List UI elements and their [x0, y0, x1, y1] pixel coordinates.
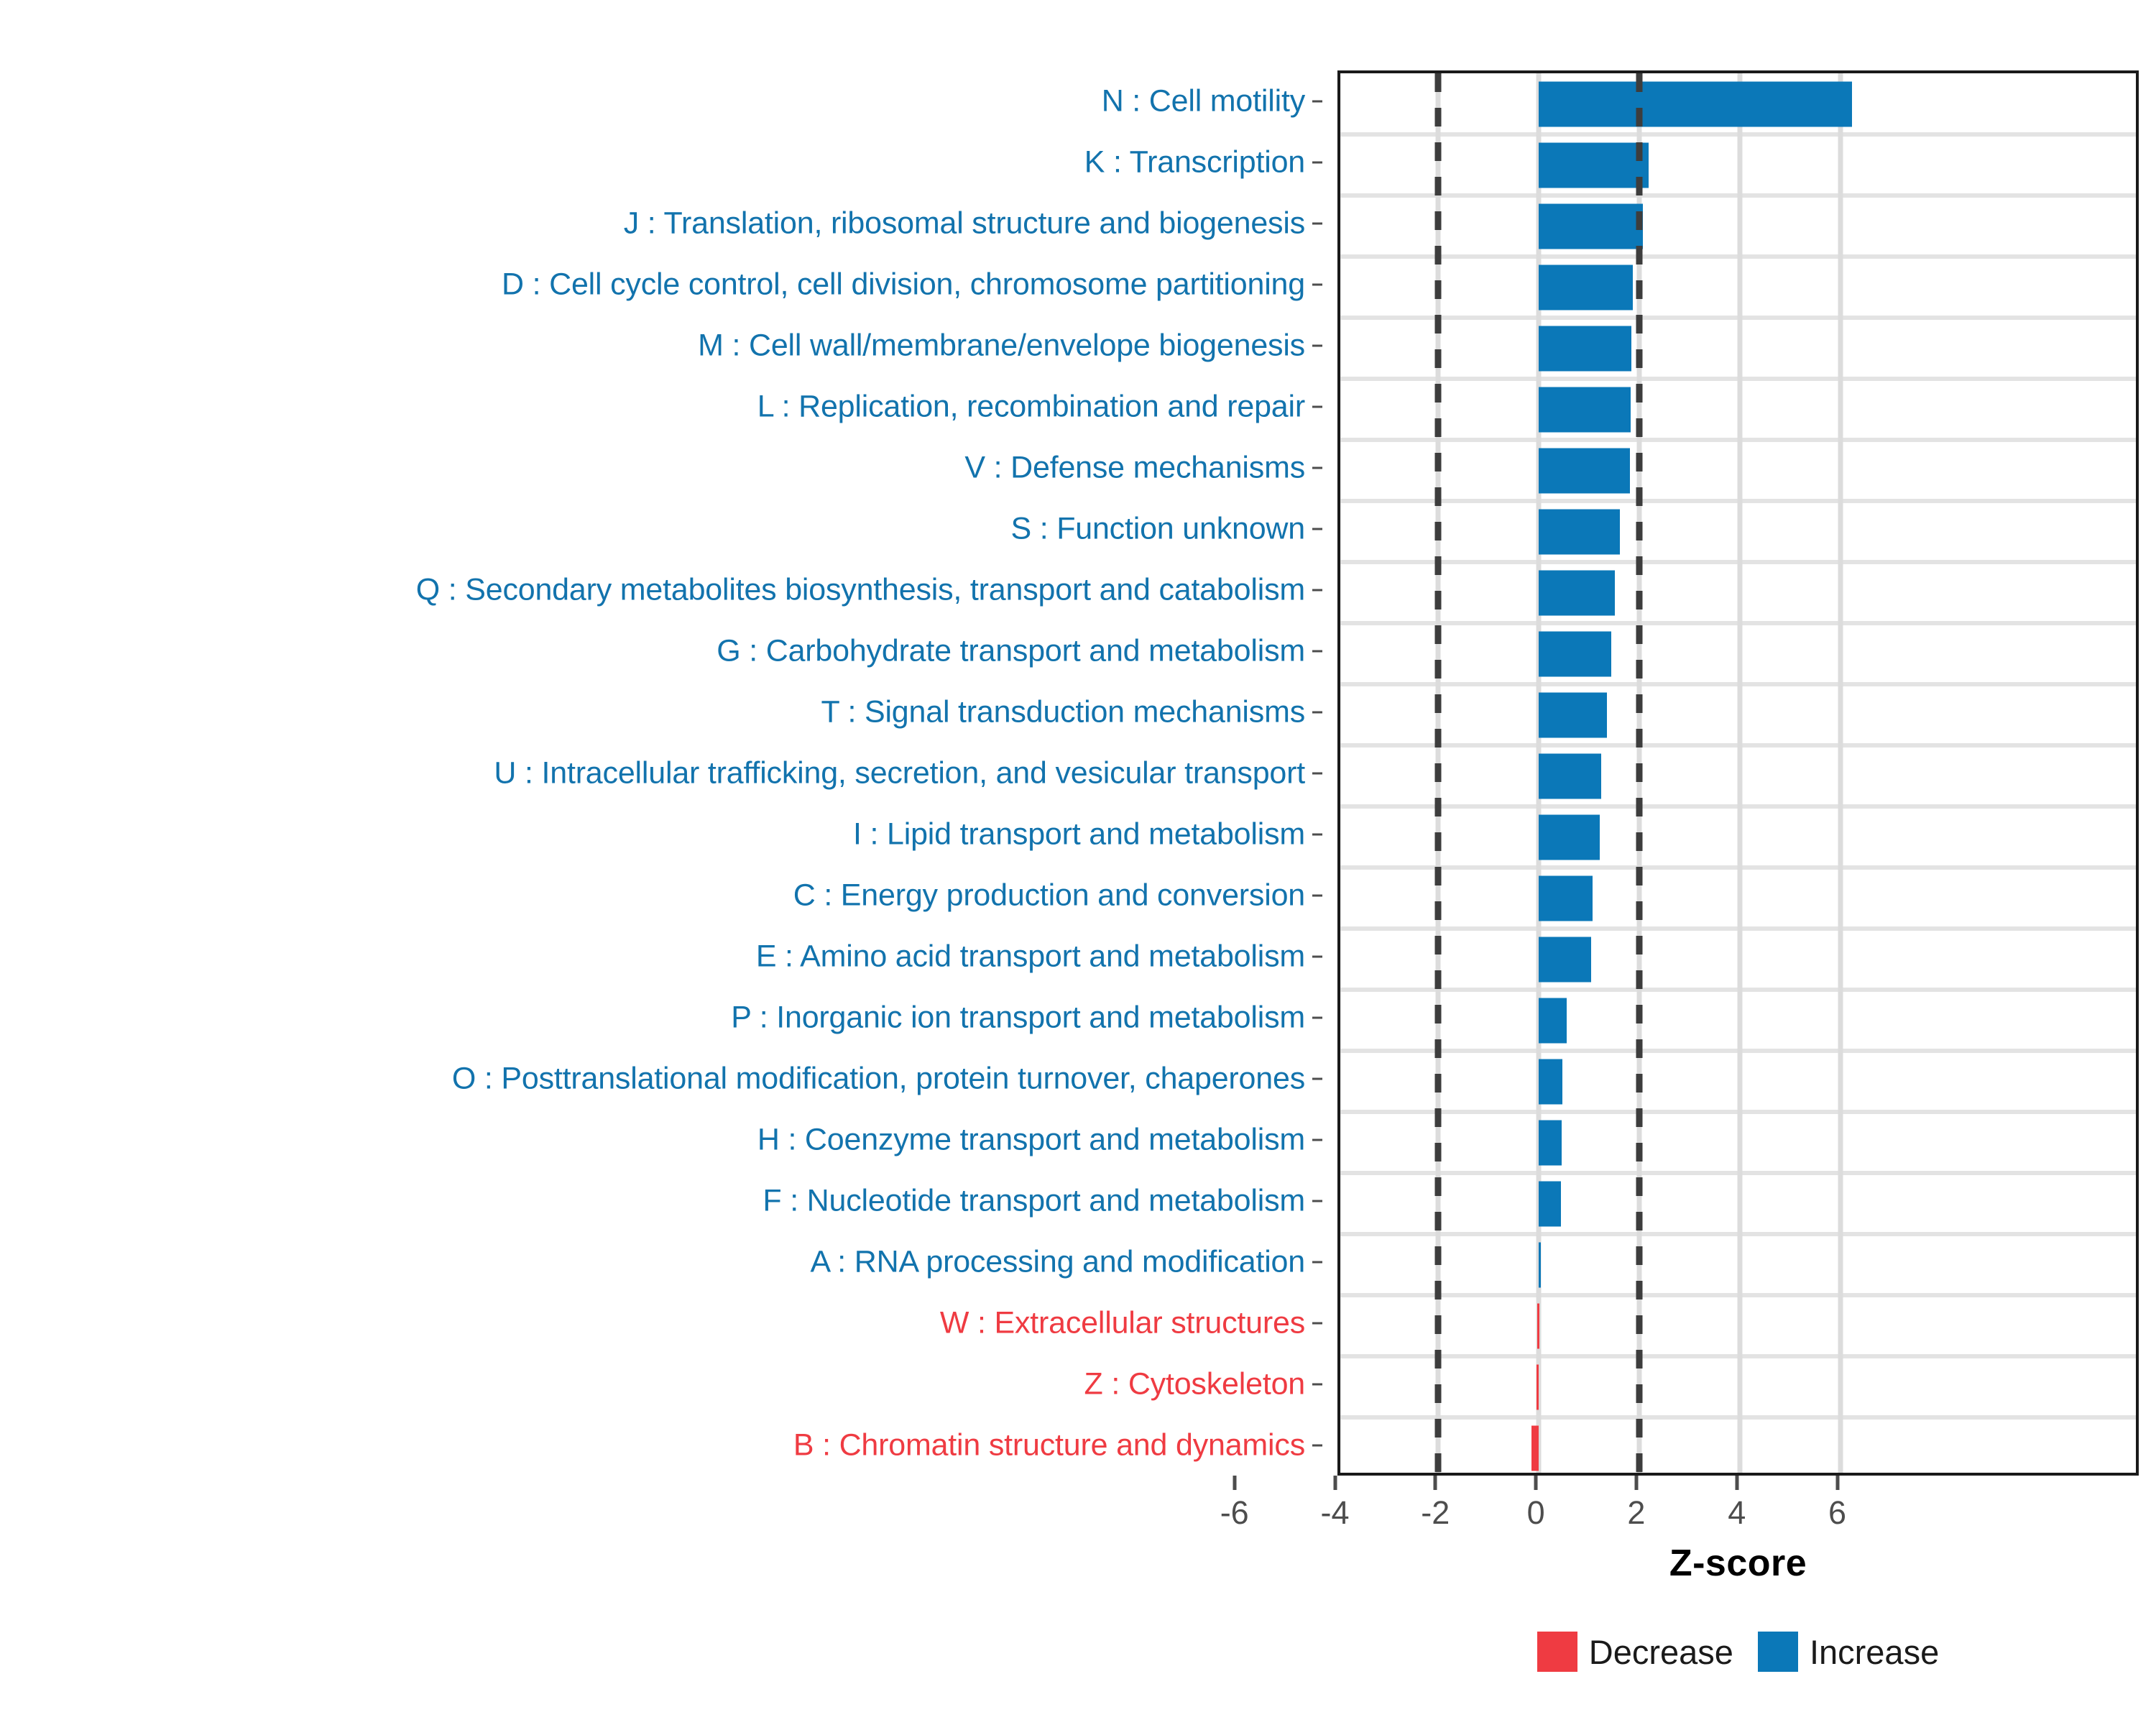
- y-axis-tick: [1312, 1200, 1322, 1202]
- bar: [1539, 509, 1620, 554]
- y-axis-label: Z : Cytoskeleton: [1084, 1366, 1306, 1401]
- bar: [1539, 570, 1616, 615]
- bar: [1539, 631, 1612, 676]
- x-axis-tick-label: 2: [1627, 1494, 1646, 1531]
- y-axis-tick: [1312, 650, 1322, 652]
- x-axis-title: Z-score: [1669, 1542, 1807, 1584]
- legend-swatch: [1537, 1632, 1577, 1672]
- y-axis-tick: [1312, 1016, 1322, 1018]
- y-axis-tick: [1312, 772, 1322, 774]
- bar: [1539, 937, 1591, 982]
- bar: [1539, 1242, 1542, 1287]
- y-axis-label: P : Inorganic ion transport and metaboli…: [731, 1000, 1305, 1034]
- y-axis-tick: [1312, 466, 1322, 469]
- legend: Decrease Increase: [1337, 1632, 2139, 1672]
- vertical-gridline: [1737, 73, 1743, 1473]
- bar: [1539, 326, 1631, 371]
- bar: [1539, 387, 1631, 432]
- bar: [1539, 1181, 1561, 1226]
- y-axis-tick: [1312, 100, 1322, 102]
- y-axis-label: M : Cell wall/membrane/envelope biogenes…: [698, 328, 1305, 362]
- bar: [1539, 753, 1601, 799]
- legend-label: Decrease: [1588, 1632, 1733, 1671]
- y-axis-tick: [1312, 161, 1322, 163]
- x-axis-tick-label: 6: [1828, 1494, 1847, 1531]
- y-axis-tick: [1312, 711, 1322, 713]
- bar: [1539, 814, 1600, 860]
- threshold-line: [1434, 73, 1442, 1473]
- y-axis-tick: [1312, 1383, 1322, 1385]
- bar: [1537, 1303, 1540, 1348]
- bar: [1539, 998, 1567, 1043]
- threshold-line: [1636, 73, 1643, 1473]
- y-axis-label: I : Lipid transport and metabolism: [853, 816, 1305, 851]
- y-axis-tick: [1312, 894, 1322, 896]
- bar: [1539, 81, 1853, 126]
- x-axis-tick-label: 0: [1526, 1494, 1545, 1531]
- y-axis-label: Q : Secondary metabolites biosynthesis, …: [415, 572, 1305, 607]
- x-axis-tick: [1835, 1476, 1840, 1490]
- y-axis-label: W : Extracellular structures: [939, 1305, 1305, 1340]
- y-axis-tick: [1312, 222, 1322, 224]
- y-axis-label: V : Defense mechanisms: [964, 450, 1305, 484]
- x-axis-tick-label: -4: [1320, 1494, 1350, 1531]
- y-axis-tick: [1312, 283, 1322, 285]
- y-axis-label: A : RNA processing and modification: [810, 1244, 1305, 1279]
- bar: [1539, 203, 1643, 249]
- legend-label: Increase: [1809, 1632, 1940, 1671]
- y-axis-tick: [1312, 1444, 1322, 1446]
- plot-panel: [1337, 70, 2139, 1476]
- y-axis-tick: [1312, 1138, 1322, 1141]
- vertical-gridline: [1340, 73, 1341, 1473]
- bar: [1539, 692, 1608, 737]
- legend-swatch: [1757, 1632, 1798, 1672]
- y-axis-tick: [1312, 344, 1322, 346]
- y-axis-label: F : Nucleotide transport and metabolism: [763, 1183, 1305, 1218]
- x-axis-tick: [1233, 1476, 1237, 1490]
- x-axis-tick-label: -6: [1220, 1494, 1249, 1531]
- x-axis-tick-label: -2: [1421, 1494, 1450, 1531]
- y-axis-label: C : Energy production and conversion: [793, 878, 1305, 912]
- bar: [1539, 142, 1649, 188]
- x-axis-tick: [1333, 1476, 1337, 1490]
- legend-item: Decrease: [1537, 1632, 1733, 1672]
- vertical-gridline: [1838, 73, 1843, 1473]
- y-axis-label: G : Carbohydrate transport and metabolis…: [717, 633, 1305, 668]
- y-axis-tick: [1312, 528, 1322, 530]
- y-axis-tick: [1312, 405, 1322, 408]
- y-axis-label: S : Function unknown: [1010, 511, 1305, 546]
- bar: [1531, 1425, 1539, 1471]
- y-axis-tick: [1312, 1322, 1322, 1324]
- bar: [1539, 1120, 1562, 1165]
- y-axis-label: E : Amino acid transport and metabolism: [755, 939, 1305, 973]
- x-axis-tick: [1433, 1476, 1437, 1490]
- x-axis-tick: [1735, 1476, 1739, 1490]
- y-axis-label: L : Replication, recombination and repai…: [757, 389, 1305, 423]
- y-axis-label: T : Signal transduction mechanisms: [821, 694, 1305, 729]
- bar: [1539, 1059, 1562, 1104]
- bar: [1536, 1364, 1539, 1409]
- bar: [1539, 264, 1633, 310]
- y-axis-tick: [1312, 589, 1322, 591]
- y-axis-label: K : Transcription: [1084, 144, 1305, 179]
- y-axis-tick: [1312, 833, 1322, 835]
- x-axis-tick: [1534, 1476, 1538, 1490]
- x-axis-tick: [1634, 1476, 1639, 1490]
- y-axis-label: U : Intracellular trafficking, secretion…: [494, 755, 1305, 790]
- bar: [1539, 448, 1631, 493]
- legend-item: Increase: [1757, 1632, 1940, 1672]
- bar: [1539, 875, 1593, 921]
- y-axis-label: H : Coenzyme transport and metabolism: [757, 1122, 1305, 1156]
- y-axis-tick: [1312, 1261, 1322, 1263]
- y-axis-tick: [1312, 955, 1322, 957]
- y-axis-label: J : Translation, ribosomal structure and…: [623, 206, 1305, 240]
- y-axis-label: N : Cell motility: [1101, 83, 1306, 118]
- y-axis-label: O : Posttranslational modification, prot…: [451, 1061, 1305, 1095]
- y-axis-tick: [1312, 1077, 1322, 1080]
- y-axis-category-labels: N : Cell motility K : Transcription J : Tr…: [0, 70, 1322, 1476]
- x-axis-tick-label: 4: [1728, 1494, 1746, 1531]
- y-axis-label: B : Chromatin structure and dynamics: [793, 1427, 1305, 1462]
- y-axis-label: D : Cell cycle control, cell division, c…: [502, 267, 1305, 301]
